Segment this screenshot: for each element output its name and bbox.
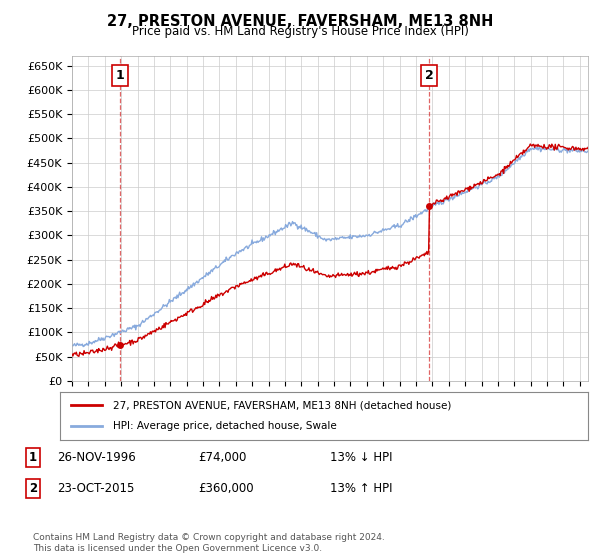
Text: £360,000: £360,000	[198, 482, 254, 495]
Text: 1: 1	[29, 451, 37, 464]
Text: HPI: Average price, detached house, Swale: HPI: Average price, detached house, Swal…	[113, 421, 337, 431]
Text: Price paid vs. HM Land Registry's House Price Index (HPI): Price paid vs. HM Land Registry's House …	[131, 25, 469, 38]
Text: 26-NOV-1996: 26-NOV-1996	[57, 451, 136, 464]
Text: £74,000: £74,000	[198, 451, 247, 464]
Text: 13% ↑ HPI: 13% ↑ HPI	[330, 482, 392, 495]
Text: 27, PRESTON AVENUE, FAVERSHAM, ME13 8NH (detached house): 27, PRESTON AVENUE, FAVERSHAM, ME13 8NH …	[113, 400, 451, 410]
Text: 23-OCT-2015: 23-OCT-2015	[57, 482, 134, 495]
Text: Contains HM Land Registry data © Crown copyright and database right 2024.
This d: Contains HM Land Registry data © Crown c…	[33, 533, 385, 553]
Text: 13% ↓ HPI: 13% ↓ HPI	[330, 451, 392, 464]
Text: 2: 2	[425, 69, 434, 82]
Text: 27, PRESTON AVENUE, FAVERSHAM, ME13 8NH: 27, PRESTON AVENUE, FAVERSHAM, ME13 8NH	[107, 14, 493, 29]
Text: 1: 1	[115, 69, 124, 82]
Text: 2: 2	[29, 482, 37, 495]
